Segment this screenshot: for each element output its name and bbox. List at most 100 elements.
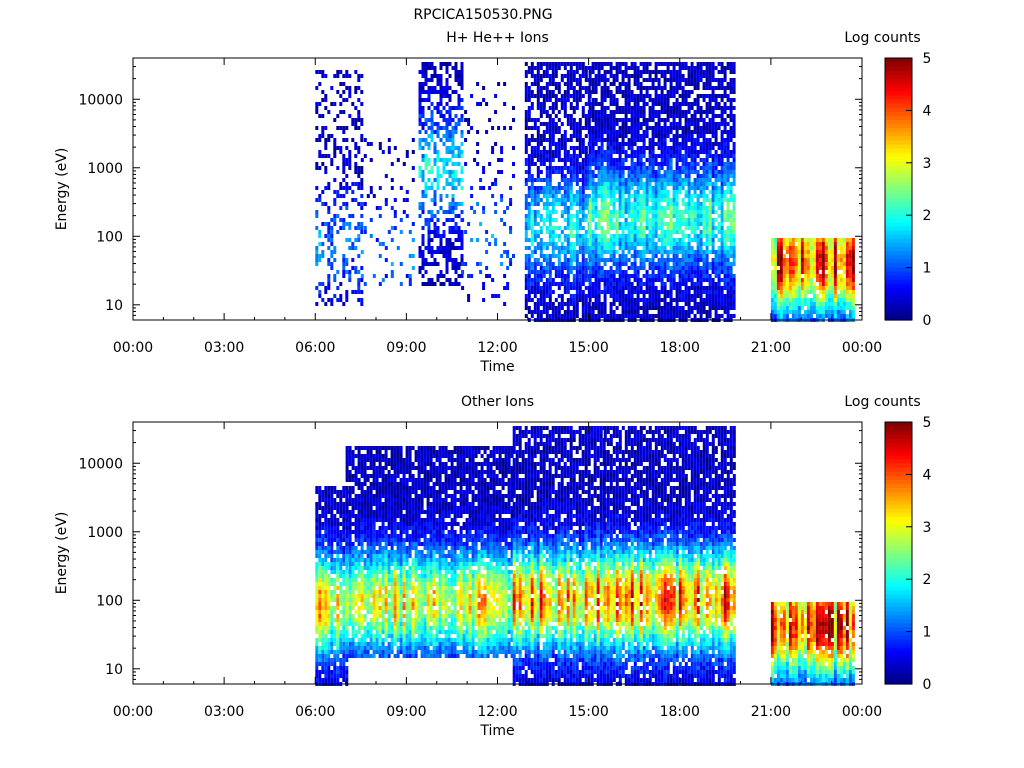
spectrogram-cell: [621, 258, 625, 262]
spectrogram-cell: [699, 134, 703, 138]
spectrogram-cell: [500, 150, 504, 154]
spectrogram-cell: [545, 210, 549, 214]
spectrogram-cell: [633, 106, 637, 110]
spectrogram-cell: [720, 134, 724, 138]
spectrogram-cell: [357, 98, 361, 102]
spectrogram-cell: [657, 206, 661, 210]
spectrogram-cell: [690, 158, 694, 162]
spectrogram-cell: [639, 174, 643, 178]
spectrogram-cell: [339, 110, 343, 114]
spectrogram-cell: [642, 98, 646, 102]
spectrogram-cell: [524, 306, 528, 310]
spectrogram-cell: [770, 306, 774, 310]
spectrogram-cell: [451, 186, 455, 190]
spectrogram-cell: [527, 206, 531, 210]
spectrogram-cell: [612, 242, 616, 246]
spectrogram-cell: [566, 70, 570, 74]
spectrogram-cell: [527, 254, 531, 258]
spectrogram-cell: [554, 186, 558, 190]
spectrogram-cell: [324, 166, 328, 170]
spectrogram-cell: [591, 90, 595, 94]
spectrogram-cell: [642, 122, 646, 126]
spectrogram-cell: [693, 262, 697, 266]
spectrogram-cell: [633, 98, 637, 102]
spectrogram-cell: [791, 262, 795, 266]
spectrogram-cell: [575, 294, 579, 298]
spectrogram-cell: [581, 70, 585, 74]
spectrogram-cell: [482, 286, 486, 290]
spectrogram-cell: [633, 270, 637, 274]
spectrogram-cell: [581, 250, 585, 254]
spectrogram-cell: [339, 206, 343, 210]
spectrogram-cell: [597, 178, 601, 182]
spectrogram-cell: [588, 254, 592, 258]
spectrogram-cell: [527, 154, 531, 158]
spectrogram-cell: [351, 182, 355, 186]
spectrogram-cell: [584, 202, 588, 206]
spectrogram-cell: [636, 126, 640, 130]
spectrogram-cell: [566, 178, 570, 182]
spectrogram-cell: [588, 258, 592, 262]
spectrogram-cell: [494, 94, 498, 98]
spectrogram-cell: [639, 74, 643, 78]
spectrogram-cell: [642, 242, 646, 246]
spectrogram-cell: [554, 306, 558, 310]
spectrogram-cell: [597, 210, 601, 214]
spectrogram-cell: [336, 114, 340, 118]
spectrogram-cell: [678, 290, 682, 294]
spectrogram-cell: [327, 238, 331, 242]
spectrogram-cell: [536, 246, 540, 250]
spectrogram-cell: [779, 306, 783, 310]
spectrogram-cell: [600, 206, 604, 210]
spectrogram-cell: [575, 234, 579, 238]
spectrogram-cell: [539, 310, 543, 314]
spectrogram-cell: [418, 106, 422, 110]
spectrogram-cell: [569, 134, 573, 138]
spectrogram-cell: [448, 158, 452, 162]
spectrogram-cell: [618, 106, 622, 110]
spectrogram-cell: [726, 266, 730, 270]
spectrogram-cell: [448, 106, 452, 110]
spectrogram-cell: [657, 258, 661, 262]
spectrogram-cell: [612, 250, 616, 254]
spectrogram-cell: [681, 234, 685, 238]
spectrogram-cell: [666, 182, 670, 186]
spectrogram-cell: [460, 134, 464, 138]
spectrogram-cell: [609, 142, 613, 146]
spectrogram-cell: [773, 262, 777, 266]
spectrogram-cell: [645, 198, 649, 202]
spectrogram-cell: [687, 286, 691, 290]
spectrogram-cell: [530, 286, 534, 290]
spectrogram-cell: [669, 90, 673, 94]
spectrogram-cell: [785, 274, 789, 278]
spectrogram-cell: [330, 238, 334, 242]
spectrogram-cell: [433, 262, 437, 266]
spectrogram-cell: [651, 266, 655, 270]
spectrogram-cell: [678, 210, 682, 214]
spectrogram-cell: [436, 122, 440, 126]
spectrogram-cell: [803, 290, 807, 294]
spectrogram-cell: [627, 118, 631, 122]
spectrogram-cell: [615, 142, 619, 146]
spectrogram-cell: [618, 274, 622, 278]
spectrogram-cell: [421, 250, 425, 254]
spectrogram-cell: [630, 142, 634, 146]
spectrogram-cell: [600, 302, 604, 306]
spectrogram-cell: [699, 110, 703, 114]
spectrogram-cell: [563, 62, 567, 66]
spectrogram-cell: [708, 70, 712, 74]
spectrogram-cell: [711, 294, 715, 298]
spectrogram-cell: [563, 110, 567, 114]
spectrogram-cell: [681, 142, 685, 146]
spectrogram-cell: [345, 174, 349, 178]
spectrogram-cell: [609, 242, 613, 246]
spectrogram-cell: [708, 282, 712, 286]
spectrogram-cell: [524, 238, 528, 242]
spectrogram-cell: [600, 102, 604, 106]
spectrogram-cell: [773, 278, 777, 282]
spectrogram-cell: [588, 66, 592, 70]
spectrogram-cell: [551, 210, 555, 214]
spectrogram-cell: [729, 250, 733, 254]
spectrogram-cell: [770, 270, 774, 274]
spectrogram-cell: [454, 170, 458, 174]
